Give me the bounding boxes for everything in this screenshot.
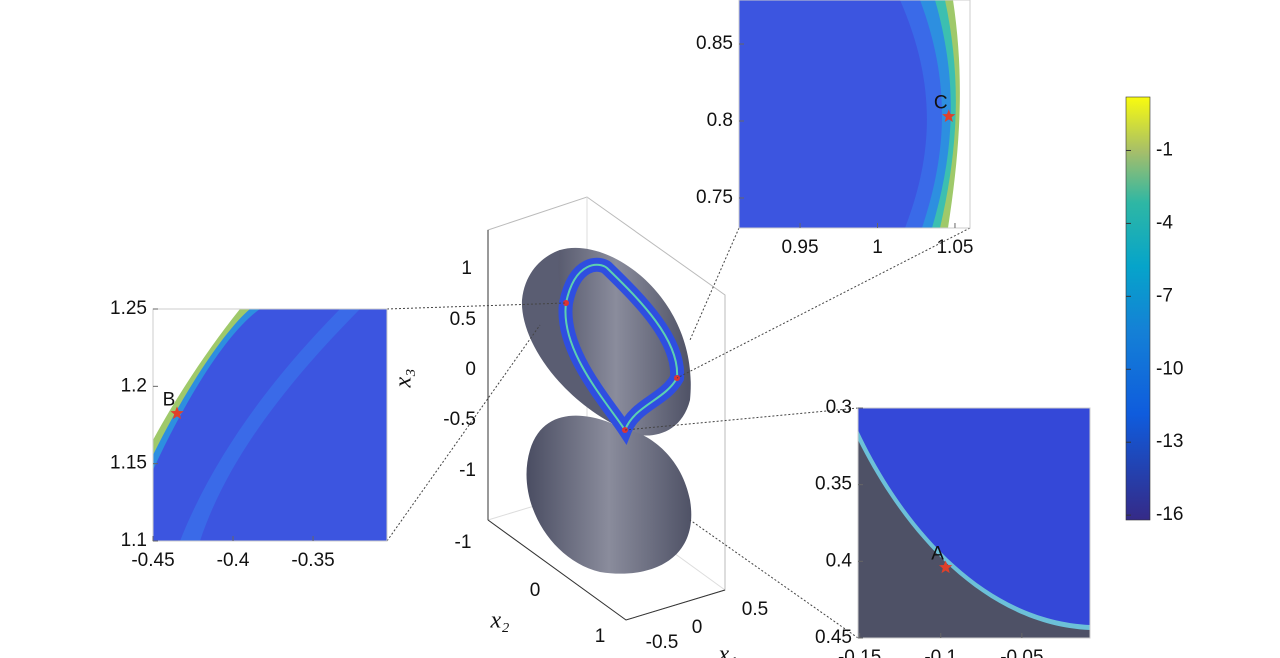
inset-b-art	[153, 309, 387, 541]
x-tick-label: 1	[872, 237, 883, 258]
inset-c-art	[739, 0, 970, 228]
y-tick-label: 1.25	[110, 298, 147, 319]
y-tick-label: 1.1	[121, 530, 147, 551]
x3-tick-label: -1	[459, 460, 476, 481]
x1-tick-label: 0.5	[742, 599, 768, 620]
colorbar-tick-label: -4	[1156, 212, 1173, 233]
colorbar-tick-label: -10	[1156, 358, 1183, 379]
colorbar	[1125, 96, 1151, 521]
x-tick-label: 0.95	[782, 237, 819, 258]
colorbar-tick-label: -16	[1156, 504, 1183, 525]
x-tick-label: -0.05	[1000, 647, 1043, 658]
point-marker	[942, 109, 956, 122]
x3-tick-label: 0.5	[450, 309, 476, 330]
x1-tick-label: 0	[692, 617, 703, 638]
x1-tick-label: -0.5	[646, 632, 679, 653]
x3-label: x₃	[391, 369, 417, 389]
colorbar-tick-label: -1	[1156, 139, 1173, 160]
x-tick-label: -0.15	[838, 647, 881, 658]
point-label: C	[934, 92, 948, 113]
x2-label: x₂	[490, 608, 510, 634]
x3-tick-label: 0	[465, 359, 476, 380]
point-marker	[170, 406, 184, 420]
y-tick-label: 0.45	[815, 627, 852, 648]
colorbar-tick-label: -7	[1156, 285, 1173, 306]
y-tick-label: 0.8	[707, 110, 733, 131]
inset-a-art	[858, 408, 1090, 638]
x3-tick-label: 1	[461, 258, 472, 279]
x-tick-label: 1.05	[936, 237, 973, 258]
surface	[521, 247, 692, 574]
y-tick-label: 0.4	[826, 550, 853, 571]
connectors	[386, 227, 971, 639]
x-tick-label: -0.1	[924, 647, 957, 658]
point-label: A	[931, 543, 944, 564]
x-tick-label: -0.35	[291, 550, 334, 571]
y-tick-label: 1.2	[121, 375, 147, 396]
x2-tick-label: 0	[530, 580, 541, 601]
y-tick-label: 1.15	[110, 453, 147, 474]
x2-tick-label: 1	[595, 626, 606, 647]
y-tick-label: 0.35	[815, 474, 852, 495]
x1-label: x₁	[718, 642, 738, 658]
x2-tick-label: -1	[455, 532, 472, 553]
point-marker	[939, 560, 953, 574]
colorbar-tick-label: -13	[1156, 431, 1183, 452]
inset-frame	[152, 308, 388, 542]
inset-frame	[738, 0, 971, 229]
y-tick-label: 0.75	[696, 187, 733, 208]
y-tick-label: 0.3	[826, 397, 852, 418]
inset-frame	[857, 407, 1091, 639]
x3-tick-label: -0.5	[443, 409, 476, 430]
x-tick-label: -0.45	[131, 550, 174, 571]
point-label: B	[163, 389, 176, 410]
y-tick-label: 0.85	[696, 33, 733, 54]
x-tick-label: -0.4	[217, 550, 250, 571]
